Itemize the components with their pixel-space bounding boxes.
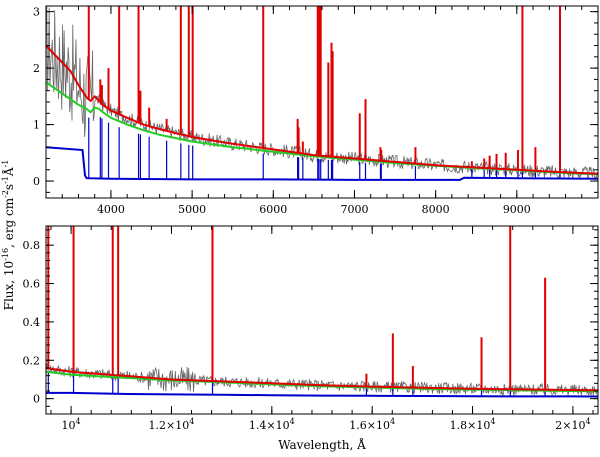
x-tick-label: 104 — [62, 417, 81, 432]
y-axis-label: Flux, 10-16, erg cm-2s-1Å-1 — [1, 160, 16, 311]
y-tick-label: 0 — [33, 393, 40, 406]
x-tick-label: 1.4×104 — [249, 417, 295, 432]
x-tick-label: 4000 — [97, 203, 125, 216]
x-tick-label: 1.8×104 — [450, 417, 496, 432]
component-spectrum-line — [46, 391, 598, 398]
x-tick-label: 8000 — [422, 203, 450, 216]
x-tick-label: 7000 — [340, 203, 368, 216]
y-tick-label: 0.4 — [23, 316, 41, 329]
y-tick-label: 0.6 — [23, 278, 41, 291]
total-model-line — [46, 44, 598, 175]
x-tick-label: 9000 — [503, 203, 531, 216]
y-tick-label: 0 — [33, 175, 40, 188]
component-spectrum-line — [46, 146, 598, 181]
observed-spectrum-line — [46, 6, 598, 181]
x-axis-label: Wavelength, Å — [278, 437, 366, 452]
x-tick-label: 5000 — [178, 203, 206, 216]
bottom-panel: 104 1.2×104 1.4×104 1.6×104 1.8×104 2×104 0 0.2… — [23, 225, 599, 432]
y-tick-label: 0.2 — [23, 354, 41, 367]
x-tick-label: 2×104 — [555, 417, 590, 432]
top-panel: 4000 5000 6000 7000 8000 9000 0 1 2 3 — [33, 5, 599, 216]
y-tick-label: 1 — [33, 119, 40, 132]
plot-frame — [45, 225, 599, 415]
x-tick-label: 1.6×104 — [349, 417, 395, 432]
x-tick-label: 1.2×104 — [149, 417, 195, 432]
total-model-line — [46, 367, 598, 392]
x-tick-label: 6000 — [259, 203, 287, 216]
y-tick-label: 2 — [33, 62, 40, 75]
y-tick-label: 0.8 — [23, 239, 41, 252]
y-tick-label: 3 — [33, 6, 40, 19]
